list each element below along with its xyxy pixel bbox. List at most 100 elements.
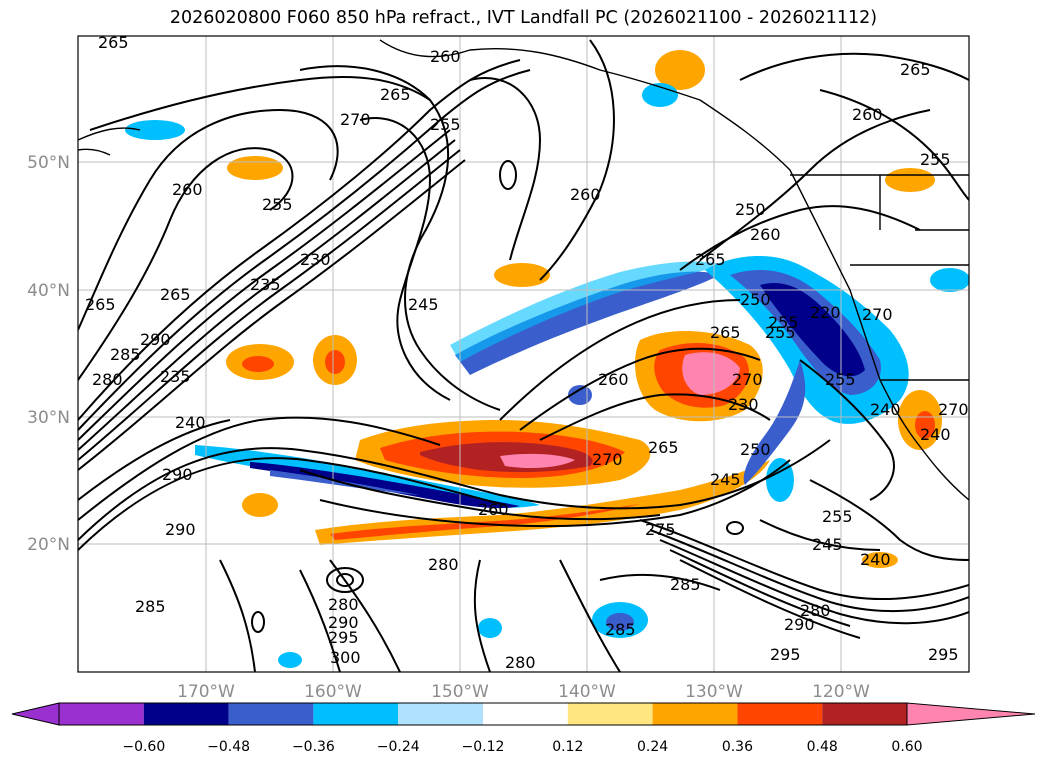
colorbar-tick-label: 0.12 — [552, 739, 583, 755]
contour-label: 285 — [110, 345, 141, 364]
contour-label: 290 — [784, 615, 815, 634]
contour-label: 270 — [340, 110, 371, 129]
lat-axis: 50°N 40°N 30°N 20°N — [27, 153, 70, 555]
contour-label: 255 — [920, 150, 951, 169]
lat-label: 20°N — [27, 535, 70, 555]
contour-label: 260 — [430, 47, 461, 66]
contour-label: 235 — [160, 367, 191, 386]
contour-label: 260 — [852, 105, 883, 124]
colorbar-tick-label: 0.36 — [722, 739, 753, 755]
colorbar-segment — [313, 703, 399, 725]
shade-blob-17 — [655, 50, 705, 90]
shade-blob-14 — [885, 168, 935, 192]
shade-blue-strip — [743, 360, 806, 485]
contour-label: 290 — [328, 613, 359, 632]
contour-label: 245 — [710, 470, 741, 489]
contour-label: 265 — [85, 295, 116, 314]
colorbar-extend-low — [11, 702, 60, 726]
contour-label: 290 — [140, 330, 171, 349]
contour-label: 260 — [750, 225, 781, 244]
lat-label: 30°N — [27, 408, 70, 428]
contour-label: 250 — [735, 200, 766, 219]
colorbar-tick-label: −0.24 — [377, 739, 420, 755]
colorbar: −0.60 −0.48 −0.36 −0.24 −0.12 0.12 0.24 … — [11, 702, 1036, 755]
contour-label: 270 — [732, 370, 763, 389]
lon-label: 170°W — [177, 682, 235, 702]
shade-blob-16 — [242, 493, 278, 517]
colorbar-tick-label: −0.36 — [292, 739, 335, 755]
colorbar-tick-label: −0.60 — [122, 739, 165, 755]
contour-label: 285 — [605, 620, 636, 639]
colorbar-extend-high — [906, 702, 1036, 726]
colorbar-tick-label: 0.24 — [637, 739, 668, 755]
colorbar-tick-label: 0.60 — [891, 739, 922, 755]
map-title: 2026020800 F060 850 hPa refract., IVT La… — [169, 8, 878, 28]
contour-label: 260 — [478, 500, 509, 519]
colorbar-segment — [822, 703, 907, 725]
contour-label: 265 — [710, 323, 741, 342]
contour-label: 255 — [768, 313, 799, 332]
coastlines — [78, 39, 969, 501]
contour-label: 290 — [165, 520, 196, 539]
contour-label: 265 — [648, 438, 679, 457]
contour-label: 265 — [98, 33, 129, 52]
colorbar-segment — [398, 703, 483, 725]
shade-red-ribbon — [330, 504, 640, 540]
contour-label: 280 — [428, 555, 459, 574]
lon-label: 160°W — [304, 682, 362, 702]
contour-label: 280 — [800, 601, 831, 620]
shade-navy-band — [250, 462, 520, 509]
colorbar-tick-label: −0.48 — [207, 739, 250, 755]
contour-label: 250 — [740, 290, 771, 309]
contour-label: 295 — [328, 628, 359, 647]
colorbar-segment — [483, 703, 568, 725]
contour-label: 280 — [328, 595, 359, 614]
shade-orange-ribbon — [315, 460, 770, 545]
shade-blob-15 — [862, 552, 898, 568]
shade-blob-12 — [915, 411, 935, 439]
shade-blob-13 — [930, 268, 969, 292]
lat-label: 40°N — [27, 281, 70, 301]
contour-labels: 265 260 265 255 270 260 255 265 260 255 … — [85, 33, 969, 672]
contour-label: 300 — [330, 648, 361, 667]
shade-lightblue-north — [450, 261, 725, 362]
contour-label: 260 — [598, 370, 629, 389]
shade-blob-10 — [766, 458, 794, 502]
contour-label: 220 — [810, 303, 841, 322]
contour-label: 260 — [570, 185, 601, 204]
shade-navy-coast — [760, 282, 865, 377]
contour-label: 295 — [770, 645, 801, 664]
colorbar-segment — [143, 703, 229, 725]
lon-label: 140°W — [558, 682, 616, 702]
contour-label: 270 — [862, 305, 893, 324]
contour-label: 230 — [300, 250, 331, 269]
contour-label: 260 — [172, 180, 203, 199]
lat-label: 50°N — [27, 153, 70, 173]
lon-label: 120°W — [812, 682, 870, 702]
contour-label: 255 — [262, 195, 293, 214]
contour-label: 265 — [900, 60, 931, 79]
contour-label: 295 — [928, 645, 959, 664]
plot-frame — [77, 35, 970, 673]
contour-label: 255 — [822, 507, 853, 526]
shade-blob-18 — [642, 83, 678, 107]
contour-label: 240 — [870, 400, 901, 419]
contour-label: 285 — [135, 597, 166, 616]
colorbar-segment — [59, 703, 144, 725]
contour-label: 270 — [938, 400, 969, 419]
lon-label: 130°W — [685, 682, 743, 702]
contour-label: 265 — [695, 250, 726, 269]
contour-label: 285 — [670, 575, 701, 594]
contour-label: 255 — [765, 323, 796, 342]
lon-label: 150°W — [431, 682, 489, 702]
shade-blob-19 — [568, 385, 592, 405]
colorbar-tick-label: 0.48 — [807, 739, 838, 755]
shade-blob-21 — [278, 652, 302, 668]
shade-blob-7 — [125, 120, 185, 140]
contour-label: 265 — [160, 285, 191, 304]
shade-pink-core — [500, 453, 575, 468]
colorbar-segment — [737, 703, 823, 725]
contour-label: 280 — [92, 370, 123, 389]
shade-blob-20 — [478, 618, 502, 638]
contour-label: 230 — [728, 395, 759, 414]
